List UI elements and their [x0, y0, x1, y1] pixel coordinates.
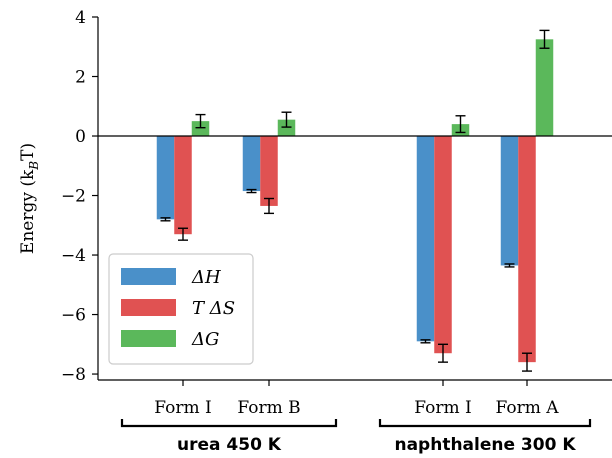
bar — [174, 136, 192, 235]
bar — [242, 136, 261, 192]
category-label: Form I — [154, 398, 211, 418]
category-label: Form I — [414, 398, 471, 418]
group-label: naphthalene 300 K — [394, 435, 576, 455]
legend-label: ΔG — [191, 329, 219, 350]
y-axis-label: Energy (kBT) — [18, 143, 41, 254]
axes: 4 2 0 −2 −4 −6 −8 Energy (kBT) Form I Form B Form … — [18, 8, 612, 455]
group-bracket — [378, 419, 592, 428]
legend-label: T ΔS — [192, 298, 235, 319]
y-tick-label: 0 — [75, 127, 86, 147]
y-tick-label: −2 — [61, 187, 86, 207]
y-tick-label: 4 — [75, 8, 86, 28]
group-bracket — [120, 419, 338, 428]
group-label: urea 450 K — [177, 435, 282, 455]
bar — [518, 136, 536, 363]
legend-swatch — [121, 299, 176, 316]
legend-swatch — [121, 330, 176, 347]
category-label: Form A — [495, 398, 559, 418]
bar — [191, 121, 210, 137]
y-tick-label: −4 — [61, 246, 86, 266]
bar — [535, 39, 554, 137]
y-tick-label: −8 — [61, 365, 86, 385]
y-tick-label: 2 — [75, 68, 86, 88]
y-tick-label: −6 — [61, 306, 86, 326]
legend-swatch — [121, 268, 176, 285]
bar — [156, 136, 175, 220]
legend: ΔH T ΔS ΔG — [108, 253, 254, 365]
bars — [156, 39, 554, 363]
error-bars — [160, 29, 550, 372]
bar — [277, 119, 296, 137]
bar — [416, 136, 435, 342]
bar — [434, 136, 452, 354]
bar — [500, 136, 519, 266]
bar — [260, 136, 278, 206]
legend-label: ΔH — [191, 267, 221, 288]
category-label: Form B — [237, 398, 300, 418]
